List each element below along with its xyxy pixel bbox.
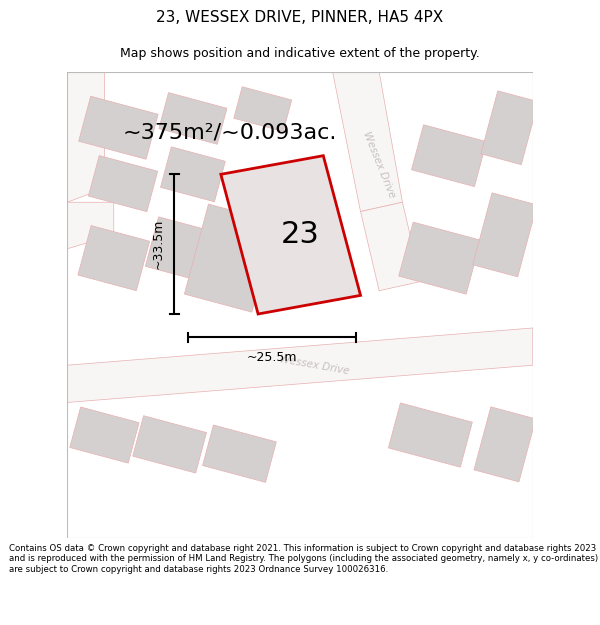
Polygon shape — [203, 425, 277, 483]
Polygon shape — [78, 226, 149, 291]
Polygon shape — [474, 407, 536, 482]
Polygon shape — [412, 125, 487, 187]
Polygon shape — [67, 332, 533, 398]
Text: Contains OS data © Crown copyright and database right 2021. This information is : Contains OS data © Crown copyright and d… — [9, 544, 598, 574]
Polygon shape — [388, 403, 472, 468]
Polygon shape — [481, 91, 538, 164]
Polygon shape — [361, 202, 421, 291]
Polygon shape — [221, 156, 361, 314]
Polygon shape — [159, 92, 227, 144]
Text: Wessex Drive: Wessex Drive — [278, 354, 350, 376]
Polygon shape — [70, 407, 139, 463]
Polygon shape — [133, 416, 206, 473]
Polygon shape — [332, 72, 403, 211]
Polygon shape — [473, 193, 537, 277]
Polygon shape — [234, 87, 292, 131]
Text: 23: 23 — [281, 221, 319, 249]
Polygon shape — [79, 96, 158, 159]
Polygon shape — [160, 147, 226, 202]
Text: ~375m²/~0.093ac.: ~375m²/~0.093ac. — [123, 122, 337, 142]
Polygon shape — [184, 204, 276, 312]
Polygon shape — [88, 156, 158, 212]
Text: Wessex Drive: Wessex Drive — [361, 131, 397, 199]
Text: 23, WESSEX DRIVE, PINNER, HA5 4PX: 23, WESSEX DRIVE, PINNER, HA5 4PX — [157, 11, 443, 26]
Text: Map shows position and indicative extent of the property.: Map shows position and indicative extent… — [120, 48, 480, 61]
Polygon shape — [67, 72, 104, 202]
Text: ~33.5m: ~33.5m — [152, 219, 165, 269]
Text: ~25.5m: ~25.5m — [247, 351, 298, 364]
Polygon shape — [67, 328, 533, 402]
Polygon shape — [67, 202, 114, 249]
Polygon shape — [399, 222, 481, 294]
Polygon shape — [145, 217, 212, 281]
